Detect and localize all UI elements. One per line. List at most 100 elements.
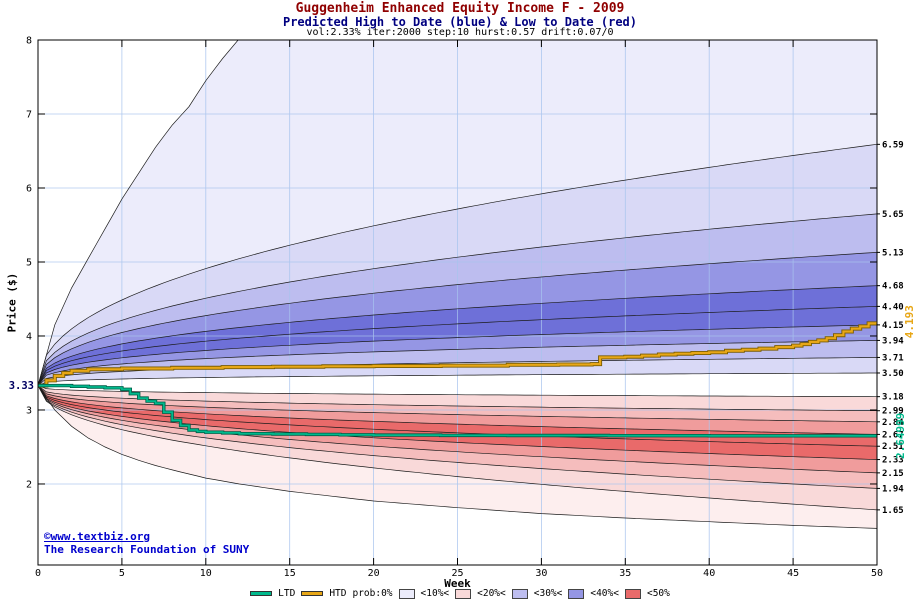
x-tick-label: 40 <box>703 568 715 579</box>
legend-ltd-label: LTD <box>278 588 296 599</box>
high-prob-band <box>38 306 877 386</box>
band-end-label: 6.59 <box>882 140 904 150</box>
low-percentile-line <box>38 385 877 435</box>
low-percentile-line <box>38 385 877 489</box>
band-end-label: 5.13 <box>882 248 904 258</box>
legend-band-swatch <box>511 588 528 599</box>
high-percentile-line <box>38 372 877 386</box>
max-envelope-line <box>38 40 239 386</box>
high-prob-band <box>38 213 877 386</box>
chart-title: Guggenheim Enhanced Equity Income F - 20… <box>295 1 625 16</box>
high-prob-band <box>38 285 877 386</box>
y-tick-label: 6 <box>26 183 32 194</box>
x-tick-label: 10 <box>200 568 212 579</box>
x-tick-label: 5 <box>119 568 125 579</box>
y-tick-label: 4 <box>26 331 32 342</box>
x-tick-label: 15 <box>284 568 296 579</box>
high-percentile-line <box>38 340 877 386</box>
percentile-lines <box>38 40 877 529</box>
low-percentile-line <box>38 385 877 474</box>
high-prob-band <box>38 340 877 386</box>
low-percentile-line <box>38 385 877 511</box>
chart-params: vol:2.33% iter:2000 step:10 hurst:0.57 d… <box>306 27 614 39</box>
legend-htd-sample <box>301 591 324 596</box>
band-end-label: 2.99 <box>882 407 904 417</box>
website-link[interactable]: ©www.textbiz.org <box>44 530 150 543</box>
low-percentile-line <box>38 385 877 447</box>
axis-ticks <box>37 39 880 565</box>
low-prob-band <box>38 385 877 460</box>
band-end-label: 3.71 <box>882 353 904 363</box>
legend-band-label: <20%< <box>477 588 506 599</box>
start-price-label: 3.33 <box>9 380 34 392</box>
probability-bands <box>38 40 877 529</box>
low-percentile-line <box>38 385 877 423</box>
x-axis-title: Week <box>444 577 471 590</box>
y-tick-label: 2 <box>26 479 32 490</box>
high-prob-band <box>38 144 877 386</box>
band-end-label: 2.84 <box>882 418 904 428</box>
legend-band-swatch <box>398 588 415 599</box>
x-tick-label: 50 <box>871 568 883 579</box>
legend-band-swatch <box>455 588 472 599</box>
y-tick-label: 7 <box>26 109 32 120</box>
low-prob-band <box>38 385 877 510</box>
y-tick-label: 8 <box>26 36 32 47</box>
legend-band-label: <50% <box>646 588 670 599</box>
low-prob-band <box>38 385 877 435</box>
band-end-labels: 6.59 5.65 5.13 4.68 4.40 4.15 3.94 3.71 3.50 3.18… <box>882 140 904 516</box>
band-end-label: 2.33 <box>882 456 904 466</box>
plot-area <box>38 40 877 565</box>
x-tick-label: 0 <box>35 568 41 579</box>
high-prob-band <box>38 252 877 386</box>
band-end-label: 3.18 <box>882 393 904 403</box>
high-prob-band <box>38 40 877 386</box>
legend-band-label: <40%< <box>590 588 619 599</box>
band-end-label: 2.51 <box>882 442 904 452</box>
band-end-label: 3.94 <box>882 336 904 346</box>
grid-lines <box>38 40 877 565</box>
band-end-label: 4.40 <box>882 302 904 312</box>
chart-legend: LTD HTD prob:0% <10%< <20%< <30%< <40%< <50% <box>0 588 920 599</box>
ltd-line <box>38 384 877 437</box>
org-credit: The Research Foundation of SUNY <box>44 543 250 556</box>
high-percentile-line <box>38 252 877 386</box>
high-percentile-line <box>38 285 877 386</box>
htd-line <box>38 321 877 387</box>
x-tick-label: 30 <box>535 568 547 579</box>
high-percentile-line <box>38 324 877 386</box>
band-end-label: 1.65 <box>882 506 904 516</box>
high-prob-band <box>38 324 877 386</box>
low-percentile-line <box>38 385 877 412</box>
high-percentile-line <box>38 143 877 386</box>
band-end-label: 4.68 <box>882 282 904 292</box>
min-envelope-line <box>38 385 877 529</box>
legend-htd-label: HTD <box>329 588 347 599</box>
x-tick-label: 25 <box>451 568 463 579</box>
chart-header: Guggenheim Enhanced Equity Income F - 20… <box>0 2 920 39</box>
legend-band-label: <30%< <box>533 588 563 599</box>
y-tick-label: 3 <box>26 405 32 416</box>
legend-band-label: <10%< <box>420 588 450 599</box>
y-tick-label: 5 <box>26 257 32 268</box>
band-end-label: 2.15 <box>882 469 904 479</box>
x-tick-label: 45 <box>787 568 799 579</box>
legend-prob-label: prob:0% <box>352 588 393 599</box>
ltd-end-label: 2.64999 <box>894 413 907 459</box>
legend-ltd-sample <box>250 591 273 596</box>
band-end-label: 2.67 <box>882 430 904 440</box>
x-tick-label: 20 <box>368 568 380 579</box>
y-axis-title: Price ($) <box>5 272 19 333</box>
high-percentile-line <box>38 213 877 386</box>
x-tick-label: 35 <box>619 568 631 579</box>
legend-band-swatch <box>624 588 641 599</box>
band-end-label: 5.65 <box>882 210 904 220</box>
legend-band-swatch <box>568 588 585 599</box>
band-end-label: 1.94 <box>882 484 904 494</box>
low-prob-band <box>38 385 877 422</box>
htd-end-label: 4.193 <box>903 305 916 338</box>
low-percentile-line <box>38 385 877 398</box>
